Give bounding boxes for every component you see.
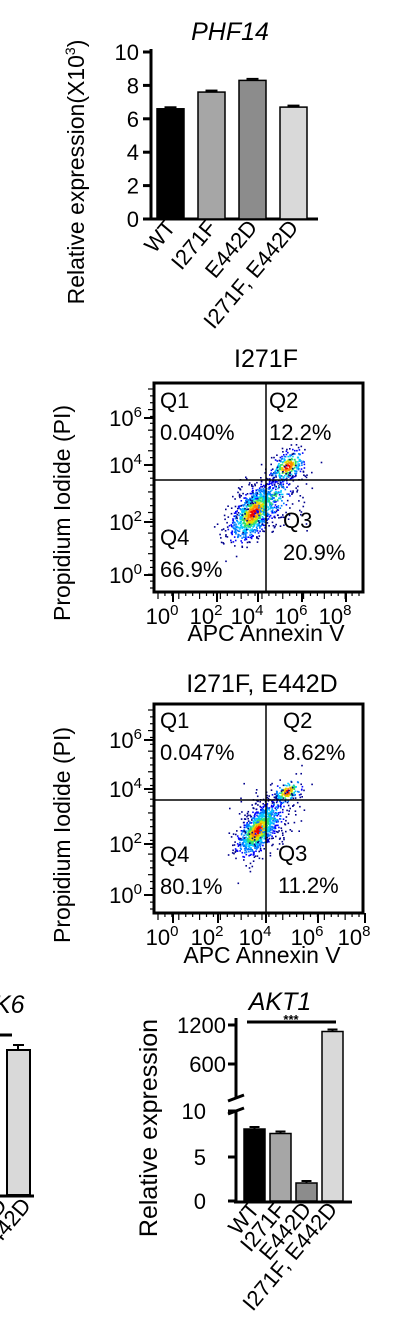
flow1-xlabel: APC Annexin V [187, 620, 345, 646]
flow-plot-i271f-e442d: I271F, E442D Propidium Iodide (PI) APC A… [49, 670, 370, 968]
phf14-bar-2 [238, 79, 267, 220]
quadrant-q2-pct: 8.62% [283, 740, 345, 765]
k6-title: K6 [0, 991, 25, 1019]
flow-xtick-label-0: 100 [146, 602, 179, 629]
quadrant-q1-pct: 0.040% [160, 420, 235, 445]
flow-ytick-label-3: 100 [109, 561, 142, 588]
phf14-ylabel: Relative expression(X103) [62, 40, 89, 305]
akt1-bar-0 [243, 1128, 266, 1202]
phf14-ytick-label-5: 10 [115, 40, 139, 65]
flow-frame [152, 702, 365, 915]
k6-chart-partial: K6 D E442D [0, 991, 36, 1261]
quadrant-q4-name: Q4 [160, 842, 189, 867]
flow2-xlabel: APC Annexin V [183, 942, 341, 968]
flow-xtick-label-3: 106 [291, 923, 324, 950]
quadrant-q4-pct: 80.1% [160, 874, 222, 899]
quadrant-q2-name: Q2 [269, 388, 298, 413]
quadrant-q3-name: Q3 [283, 508, 312, 533]
quadrant-q3-pct: 11.2% [278, 873, 339, 898]
akt1-ytick-upper-label-1: 600 [189, 1052, 226, 1077]
flow-ytick-label-2: 102 [109, 830, 142, 857]
flow-plot-i271f: I271F Propidium Iodide (PI) APC Annexin … [49, 345, 365, 646]
akt1-bar-1 [269, 1132, 292, 1202]
akt1-ytick-lower-label-1: 5 [194, 1145, 206, 1170]
quadrant-q2-pct: 12.2% [269, 420, 331, 445]
flow-dots [227, 764, 313, 885]
akt1-significance: *** [283, 1012, 299, 1027]
quadrant-q3-pct: 20.9% [283, 540, 345, 565]
phf14-ytick-label-3: 6 [127, 107, 139, 132]
flow-xtick-label-3: 106 [275, 602, 308, 629]
phf14-ytick-label-4: 8 [127, 73, 139, 98]
flow-ytick-label-1: 104 [109, 451, 142, 478]
quadrant-q1-name: Q1 [160, 708, 189, 733]
quadrant-q1-name: Q1 [160, 388, 189, 413]
flow-xtick-label-4: 108 [338, 923, 371, 950]
phf14-title: PHF14 [191, 18, 269, 46]
flow-ytick-label-0: 106 [109, 726, 142, 753]
akt1-bar-3 [321, 1030, 344, 1202]
k6-xlabel-partial: D [0, 1193, 12, 1221]
quadrant-q1-pct: 0.047% [160, 740, 235, 765]
phf14-bar-1 [197, 91, 226, 220]
akt1-ytick-upper-label-0: 1200 [177, 1013, 226, 1038]
phf14-bar-3 [279, 106, 308, 220]
phf14-bar-0 [156, 108, 185, 220]
akt1-title: AKT1 [247, 988, 312, 1016]
phf14-ytick-label-0: 0 [127, 207, 139, 232]
flow-xtick-label-4: 108 [319, 602, 352, 629]
phf14-ylabel-close: ) [63, 40, 89, 48]
flow-ytick-label-0: 106 [109, 404, 142, 431]
flow2-title: I271F, E442D [186, 670, 338, 698]
quadrant-q4-name: Q4 [160, 525, 189, 550]
akt1-ytick-lower-label-0: 10 [182, 1099, 206, 1124]
flow-xtick-label-2: 104 [231, 602, 264, 629]
quadrant-q3-name: Q3 [278, 841, 307, 866]
flow-ytick-label-2: 102 [109, 508, 142, 535]
akt1-bar-2 [295, 1182, 318, 1202]
quadrant-q4-pct: 66.9% [160, 557, 222, 582]
phf14-ytick-label-2: 4 [127, 140, 139, 165]
k6-xlabel: E442D [0, 1193, 36, 1261]
svg-text:Relative expression(X103): Relative expression(X103) [62, 40, 89, 305]
flow-xtick-label-0: 100 [146, 923, 179, 950]
quadrant-q2-name: Q2 [283, 708, 312, 733]
flow-xtick-label-1: 102 [190, 602, 223, 629]
flow-ytick-label-1: 104 [109, 775, 142, 802]
flow2-ylabel: Propidium Iodide (PI) [49, 727, 75, 943]
phf14-ylabel-text: Relative expression(X10 [63, 55, 89, 304]
k6-bar-i271f-e442d [6, 1049, 31, 1196]
flow-xtick-label-2: 104 [239, 923, 272, 950]
flow-ytick-label-3: 100 [109, 881, 142, 908]
phf14-chart: PHF14 Relative expression(X103) 0246810 … [62, 18, 318, 333]
akt1-ylabel: Relative expression [135, 1019, 163, 1237]
flow-dots [213, 435, 323, 563]
flow-xtick-label-1: 102 [191, 923, 224, 950]
phf14-ytick-label-1: 2 [127, 174, 139, 199]
akt1-chart: AKT1 Relative expression *** 1200 600 10 5 0… [135, 988, 352, 1315]
flow1-title: I271F [234, 345, 298, 373]
akt1-ytick-lower-label-2: 0 [194, 1189, 206, 1214]
flow1-ylabel: Propidium Iodide (PI) [49, 405, 75, 621]
phf14-ylabel-sup: 3 [62, 47, 78, 55]
akt1-axis-break-1 [227, 1093, 245, 1103]
